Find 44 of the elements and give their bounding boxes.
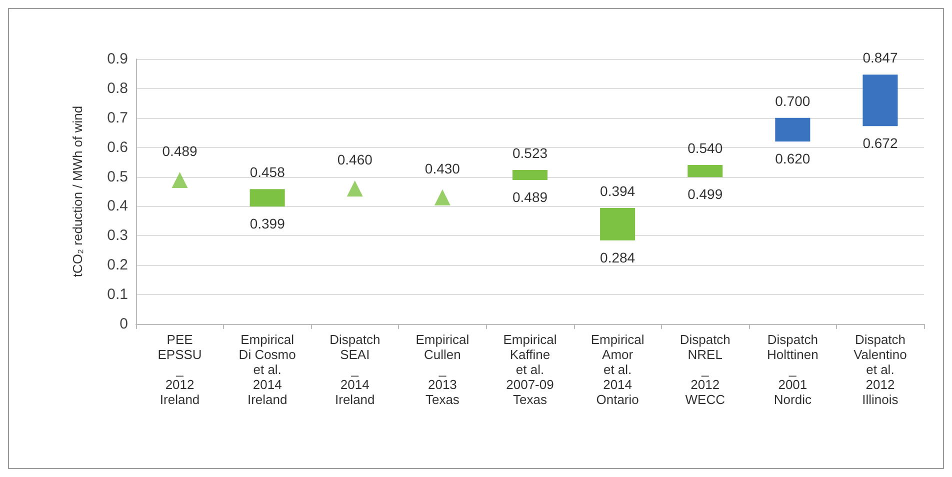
x-tick-label: Dispatch NREL _ 2012 WECC [680, 332, 730, 407]
annotation: 0.523 [512, 145, 548, 162]
y-tick-label: 0.4 [107, 198, 128, 215]
x-tick-label: Empirical Kaffine et al. 2007-09 Texas [503, 332, 557, 407]
annotation: 0.394 [600, 182, 636, 199]
x-tick-label: Empirical Amor et al. 2014 Ontario [590, 332, 644, 407]
annotation: 0.672 [862, 135, 898, 152]
x-tick-label: Empirical Di Cosmo et al. 2014 Ireland [238, 332, 296, 407]
y-tick-label: 0.1 [107, 286, 128, 304]
bar [862, 74, 898, 126]
point [346, 180, 363, 197]
y-tick-label: 0.5 [107, 168, 128, 186]
annotation: 0.458 [250, 164, 286, 180]
bar [775, 118, 810, 142]
x-tick-label: PEE EPSSU _ 2012 Ireland [158, 332, 202, 407]
point [434, 189, 450, 206]
y-tick-label: 0.9 [107, 50, 128, 68]
annotation: 0.700 [775, 92, 810, 109]
point [172, 172, 188, 188]
x-tick-label: Empirical Cullen _ 2013 Texas [416, 332, 470, 407]
y-tick-label: 0.8 [107, 80, 128, 97]
annotation: 0.399 [250, 216, 286, 232]
x-tick-label: Dispatch Holttinen _ 2001 Nordic [767, 332, 818, 407]
annotation: 0.489 [162, 143, 198, 160]
annotation: 0.284 [600, 249, 636, 266]
annotation: 0.489 [512, 189, 548, 206]
annotation: 0.620 [775, 150, 810, 166]
y-tick-label: 0.6 [107, 138, 128, 156]
x-tick-label: Dispatch SEAI _ 2014 Ireland [330, 332, 380, 407]
annotation: 0.460 [337, 152, 373, 168]
y-tick-label: 0 [120, 316, 128, 332]
annotation: 0.430 [424, 160, 460, 176]
x-tick-label: Dispatch Valentino et al. 2012 Illinois [854, 332, 907, 407]
annotation: 0.847 [862, 50, 898, 66]
annotation: 0.540 [688, 140, 723, 156]
annotation: 0.499 [688, 186, 723, 202]
bar [250, 189, 285, 207]
y-tick-label: 0.3 [107, 227, 128, 244]
bar [512, 170, 548, 180]
bar [688, 165, 723, 178]
y-tick-label: 0.7 [107, 109, 128, 126]
y-tick-label: 0.2 [107, 256, 128, 274]
y-axis-title: tCO₂ reduction / MWh of wind [70, 106, 85, 278]
bar [600, 208, 636, 240]
